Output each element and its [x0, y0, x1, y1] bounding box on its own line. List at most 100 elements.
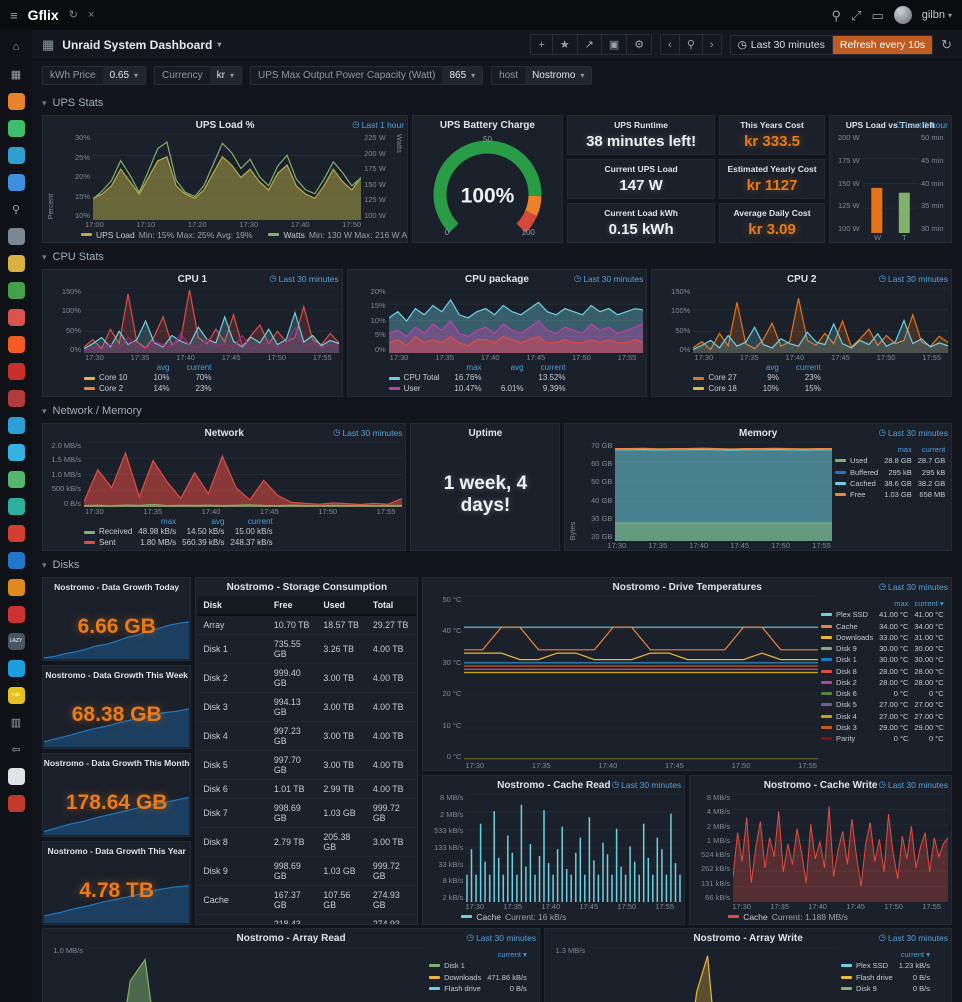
user-menu[interactable]: gilbn ▾	[922, 9, 952, 21]
panel-title[interactable]: CPU 1	[177, 273, 208, 285]
legend-item[interactable]: Core 18 10% 15%	[690, 384, 823, 394]
disk-link[interactable]: Disk 2	[197, 663, 268, 693]
save-icon[interactable]: ▣	[602, 35, 628, 54]
legend-column-header[interactable]: avg	[211, 516, 225, 526]
sidebar-item-plugin-11[interactable]	[4, 386, 28, 410]
zoom-out-icon[interactable]: ⚲	[680, 35, 703, 54]
legend-column-header[interactable]: max	[894, 599, 909, 608]
sidebar-item-plugin-6[interactable]	[4, 251, 28, 275]
panel-title[interactable]: Nostromo - Cache Write	[763, 779, 878, 791]
cpu2-chart[interactable]	[693, 288, 949, 353]
sidebar-item-plugin-14[interactable]	[4, 467, 28, 491]
time-override[interactable]: ◷ Last 30 minutes	[879, 932, 948, 943]
legend-item[interactable]: Disk 2 28.00 °C 28.00 °C	[818, 677, 947, 688]
time-override[interactable]: ◷ Last 30 minutes	[612, 779, 681, 790]
legend-item[interactable]: Plex SSD 1.23 kB/s	[838, 960, 933, 971]
time-override[interactable]: ◷ Last 1 hour	[896, 119, 948, 130]
ups-bar-chart[interactable]	[862, 134, 918, 233]
sidebar-item-plugin-10[interactable]	[4, 359, 28, 383]
sidebar-item-plugin-21[interactable]	[4, 656, 28, 680]
time-override[interactable]: ◷ Last 1 hour	[352, 119, 404, 130]
time-override[interactable]: ◷ Last 30 minutes	[879, 581, 948, 592]
cache-write-chart[interactable]	[733, 794, 949, 902]
legend-item[interactable]: Disk 9 0 B/s	[838, 983, 933, 994]
variable-dropdown[interactable]: 0.65 ▾	[102, 66, 146, 84]
sidebar-item-search[interactable]: ⚲	[4, 197, 28, 221]
refresh-icon[interactable]: ↻	[941, 37, 952, 52]
legend-item[interactable]: Disk 9 30.00 °C 30.00 °C	[818, 643, 947, 654]
row-header-ups-stats[interactable]: ▾ UPS Stats	[42, 93, 952, 113]
time-override[interactable]: ◷ Last 30 minutes	[467, 932, 536, 943]
legend-item[interactable]: Disk 1	[426, 960, 530, 971]
tv-mode-icon[interactable]: ▭	[871, 7, 884, 23]
row-header-disks[interactable]: ▾ Disks	[42, 555, 952, 575]
sidebar-item-plugin-7[interactable]	[4, 278, 28, 302]
disk-link[interactable]: Disk 3	[197, 692, 268, 722]
legend-item[interactable]: Disk 5 27.00 °C 27.00 °C	[818, 699, 947, 710]
array-write-chart[interactable]	[588, 947, 838, 1002]
memory-chart[interactable]	[615, 442, 832, 541]
variable-dropdown[interactable]: Nostromo ▾	[525, 66, 592, 84]
legend-column-header[interactable]: avg	[765, 362, 779, 372]
panel-title[interactable]: Nostromo - Data Growth Today	[54, 582, 180, 592]
disk-link[interactable]: Disk 8	[197, 827, 268, 857]
legend-item[interactable]: User 10.47% 6.01% 9.39%	[386, 384, 569, 394]
legend-column-header[interactable]: avg	[510, 362, 524, 372]
disk-link[interactable]: Cache	[197, 885, 268, 915]
time-forward-icon[interactable]: ›	[709, 38, 714, 51]
variable-dropdown[interactable]: 865 ▾	[442, 66, 483, 84]
panel-title[interactable]: Nostromo - Data Growth This Year	[47, 846, 186, 856]
menu-icon[interactable]: ≡	[10, 7, 18, 23]
legend-column-header[interactable]: current ▾	[497, 950, 527, 959]
app-logo[interactable]: Gflix	[27, 7, 59, 23]
sidebar-item-plugin-5[interactable]	[4, 224, 28, 248]
legend-item[interactable]: Parity 0 °C 0 °C	[818, 733, 947, 744]
sidebar-item-logout[interactable]: ⇦	[4, 737, 28, 761]
time-override[interactable]: ◷ Last 30 minutes	[879, 273, 948, 284]
network-chart[interactable]	[84, 442, 402, 507]
legend-column-header[interactable]: avg	[156, 362, 170, 372]
column-header[interactable]: Used	[317, 596, 367, 616]
sidebar-item-dashboards[interactable]: ▦	[4, 62, 28, 86]
panel-title[interactable]: Uptime	[468, 427, 503, 439]
row-header-network-memory[interactable]: ▾ Network / Memory	[42, 401, 952, 421]
cpu-package-chart[interactable]	[388, 288, 644, 353]
legend-column-header[interactable]: current ▾	[914, 599, 944, 608]
sidebar-item-plugin-15[interactable]	[4, 494, 28, 518]
panel-title[interactable]: Nostromo - Array Read	[236, 932, 346, 944]
panel-title[interactable]: UPS Battery Charge	[439, 119, 535, 131]
legend-column-header[interactable]: current ▾	[900, 950, 930, 959]
legend-item[interactable]: Core 10 10% 70%	[81, 373, 214, 383]
sidebar-item-plugin-17[interactable]	[4, 548, 28, 572]
sidebar-item-plugin-16[interactable]	[4, 521, 28, 545]
panel-title[interactable]: Current UPS Load	[604, 164, 678, 174]
legend-item[interactable]: Sent 1.80 MB/s 560.39 kB/s 248.37 kB/s	[81, 538, 276, 548]
legend-column-header[interactable]: current	[921, 445, 946, 454]
legend-column-header[interactable]: max	[466, 362, 482, 372]
panel-title[interactable]: Average Daily Cost	[733, 208, 811, 218]
disk-link[interactable]: Disk 1	[197, 634, 268, 664]
disk-link[interactable]: Array	[197, 615, 268, 635]
panel-title[interactable]: Nostromo - Storage Consumption	[226, 581, 388, 593]
legend-column-header[interactable]: current	[540, 362, 566, 372]
row-header-cpu-stats[interactable]: ▾ CPU Stats	[42, 247, 952, 267]
star-icon[interactable]: ★	[553, 35, 578, 54]
legend-item[interactable]: Free 1.03 GB 658 MB	[832, 489, 948, 500]
panel-title[interactable]: Nostromo - Drive Temperatures	[612, 581, 762, 593]
variable-dropdown[interactable]: kr ▾	[209, 66, 241, 84]
dashboard-picker-icon[interactable]: ▦	[42, 36, 55, 52]
array-read-chart[interactable]	[86, 947, 426, 1002]
disk-link[interactable]: Disk 4	[197, 721, 268, 751]
disk-link[interactable]: Disk 6	[197, 779, 268, 799]
sidebar-item-plugin-25[interactable]	[4, 791, 28, 815]
legend-item[interactable]: Flash drive 0 B/s	[426, 983, 530, 994]
sidebar-item-plugin-23[interactable]: ▥	[4, 710, 28, 734]
legend-item[interactable]: Downloads 33.00 °C 31.00 °C	[818, 632, 947, 643]
close-icon[interactable]: ×	[87, 8, 95, 21]
time-override[interactable]: ◷ Last 30 minutes	[574, 273, 643, 284]
legend-item[interactable]: Disk 1 30.00 °C 30.00 °C	[818, 654, 947, 665]
cache-read-chart[interactable]	[466, 794, 682, 902]
panel-title[interactable]: Nostromo - Data Growth This Month	[43, 758, 190, 768]
sidebar-item-plugin-4[interactable]	[4, 170, 28, 194]
